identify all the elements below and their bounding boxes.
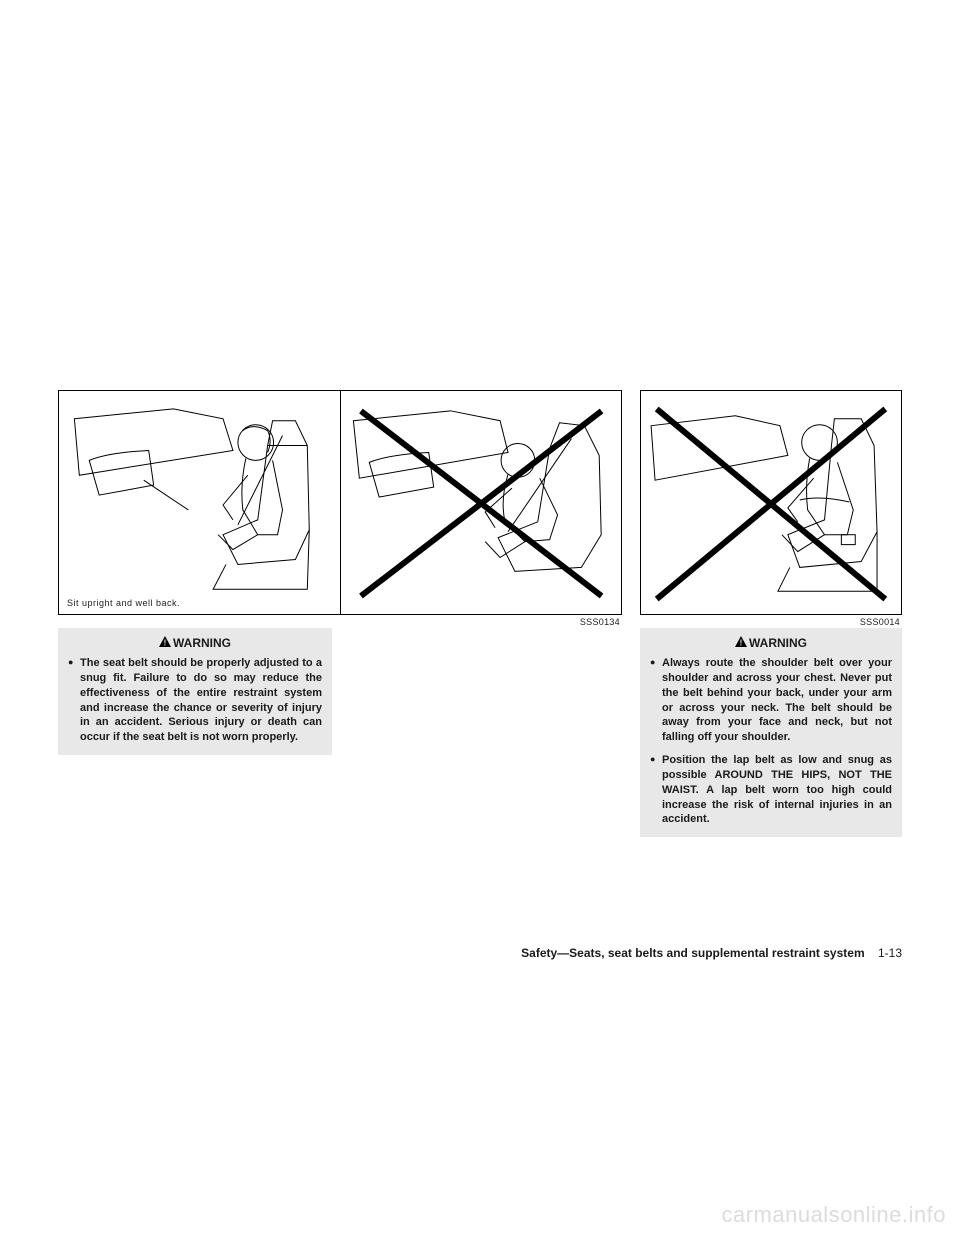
svg-text:!: !	[740, 639, 743, 648]
figure-panel-incorrect	[341, 391, 622, 614]
warning-header-right: ! WARNING	[650, 636, 892, 650]
figure-id-right: SSS0014	[640, 617, 902, 627]
warning-item: Always route the shoulder belt over your…	[650, 656, 892, 745]
figure-inside-caption: Sit upright and well back.	[67, 598, 180, 608]
warning-icon: !	[159, 636, 171, 650]
illustration-incorrect-posture	[341, 391, 622, 614]
right-column: SSS0014 ! WARNING Always route the shoul…	[640, 390, 902, 837]
figure-seatbelt-posture: Sit upright and well back.	[58, 390, 622, 615]
warning-item: Position the lap belt as low and snug as…	[650, 753, 892, 827]
warning-box-right: ! WARNING Always route the shoulder belt…	[640, 628, 902, 837]
warning-header-left: ! WARNING	[68, 636, 322, 650]
illustration-lapbelt	[641, 391, 901, 614]
warning-label: WARNING	[173, 636, 231, 650]
warning-list-right: Always route the shoulder belt over your…	[650, 656, 892, 827]
warning-box-left: ! WARNING The seat belt should be proper…	[58, 628, 332, 755]
figure-panel-correct: Sit upright and well back.	[59, 391, 340, 614]
footer-section-title: Safety—Seats, seat belts and supplementa…	[521, 946, 864, 960]
figure-id-left: SSS0134	[58, 617, 622, 627]
warning-list-left: The seat belt should be properly ad­just…	[68, 656, 322, 745]
illustration-correct-posture	[59, 391, 340, 614]
warning-item: The seat belt should be properly ad­just…	[68, 656, 322, 745]
page-footer: Safety—Seats, seat belts and supplementa…	[521, 946, 902, 960]
figure-lapbelt-incorrect	[640, 390, 902, 615]
svg-text:!: !	[164, 639, 167, 648]
footer-page-number: 1-13	[878, 946, 902, 960]
page-content: Sit upright and well back.	[58, 390, 902, 837]
left-column: Sit upright and well back.	[58, 390, 622, 837]
warning-icon: !	[735, 636, 747, 650]
watermark: carmanualsonline.info	[721, 1202, 946, 1228]
warning-label: WARNING	[749, 636, 807, 650]
